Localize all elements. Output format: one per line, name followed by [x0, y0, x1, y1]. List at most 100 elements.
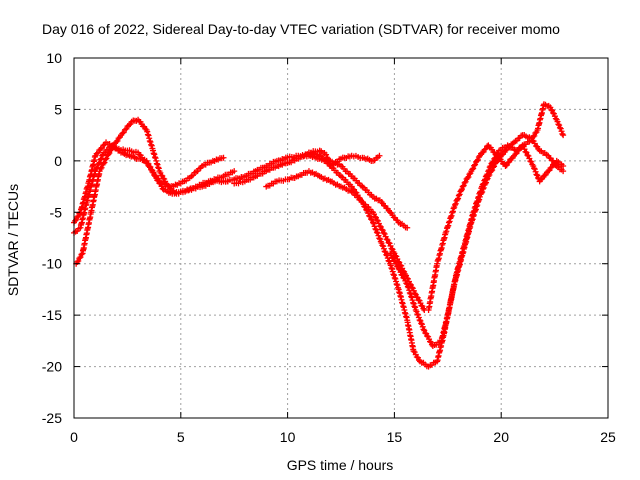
- data-point: [404, 283, 411, 290]
- data-point: [391, 272, 398, 279]
- data-point: [455, 195, 462, 202]
- data-point: [529, 137, 536, 144]
- data-point: [389, 254, 396, 261]
- data-point: [560, 132, 567, 139]
- data-point: [409, 297, 416, 304]
- data-point: [121, 126, 128, 133]
- data-point: [479, 186, 486, 193]
- chart-title: Day 016 of 2022, Sidereal Day-to-day VTE…: [42, 21, 560, 37]
- data-point: [560, 168, 567, 175]
- data-point: [385, 257, 392, 264]
- data-point: [390, 257, 397, 264]
- data-point: [72, 217, 79, 224]
- data-point: [443, 228, 450, 235]
- data-point: [394, 282, 401, 289]
- data-point: [424, 333, 431, 340]
- data-point: [393, 278, 400, 285]
- data-point: [427, 338, 433, 345]
- data-point: [363, 206, 370, 213]
- data-point: [450, 205, 457, 212]
- data-point: [464, 175, 471, 181]
- data-point: [483, 176, 490, 183]
- data-point: [373, 229, 380, 236]
- data-point: [414, 311, 421, 318]
- data-point: [486, 171, 493, 178]
- data-point: [455, 192, 462, 199]
- data-point: [550, 110, 557, 117]
- data-point: [114, 137, 121, 144]
- data-point: [120, 129, 127, 136]
- x-tick-label: 20: [493, 429, 509, 445]
- data-point: [547, 164, 554, 171]
- data-point: [476, 196, 483, 203]
- data-point: [380, 229, 387, 236]
- data-point: [469, 216, 476, 223]
- data-point: [376, 152, 383, 159]
- data-point: [456, 191, 463, 198]
- data-point: [475, 197, 482, 204]
- y-tick-label: 5: [54, 101, 62, 117]
- data-point: [519, 142, 526, 149]
- data-point: [451, 201, 458, 208]
- data-point: [349, 185, 356, 192]
- data-point: [479, 149, 486, 156]
- data-point: [159, 185, 166, 192]
- data-point: [323, 154, 330, 161]
- data-point: [389, 268, 396, 275]
- data-point: [78, 251, 85, 258]
- data-point: [449, 209, 456, 216]
- data-point: [410, 348, 417, 355]
- data-point: [151, 172, 158, 179]
- data-point: [395, 265, 402, 272]
- data-point: [474, 156, 481, 163]
- data-point: [93, 150, 100, 157]
- data-point: [393, 281, 400, 288]
- data-point: [102, 156, 109, 163]
- data-point: [556, 124, 563, 131]
- data-point: [498, 151, 505, 158]
- data-point: [470, 213, 477, 220]
- y-tick-label: -15: [42, 307, 62, 323]
- data-point: [490, 164, 497, 171]
- data-point: [412, 304, 419, 311]
- x-tick-label: 5: [177, 429, 185, 445]
- data-point: [444, 223, 451, 230]
- data-point: [366, 212, 373, 219]
- data-point: [454, 196, 461, 203]
- data-point: [473, 157, 480, 164]
- data-point: [471, 162, 478, 169]
- data-point: [468, 217, 475, 224]
- data-point: [481, 146, 488, 153]
- data-point: [97, 165, 104, 172]
- data-point: [418, 302, 425, 309]
- data-point: [76, 255, 83, 262]
- data-point: [406, 289, 413, 296]
- y-tick-label: -5: [50, 204, 63, 220]
- data-point: [411, 303, 418, 310]
- data-point: [381, 248, 388, 255]
- data-point: [231, 168, 238, 175]
- y-axis-label: SDTVAR / TECUs: [5, 184, 21, 296]
- data-point: [514, 147, 521, 154]
- data-point: [533, 171, 540, 178]
- data-point: [370, 219, 377, 226]
- data-point: [493, 152, 500, 159]
- data-point: [489, 167, 496, 174]
- data-point: [390, 271, 397, 278]
- grid-lines: [74, 58, 608, 418]
- data-point: [408, 293, 415, 300]
- data-point: [522, 148, 529, 155]
- data-point: [420, 326, 427, 333]
- data-point: [531, 165, 538, 172]
- data-point: [98, 155, 105, 162]
- data-point: [446, 218, 453, 225]
- y-tick-label: -25: [42, 410, 62, 426]
- axes: [73, 57, 609, 419]
- data-point: [107, 147, 114, 154]
- data-point: [404, 224, 411, 231]
- data-point: [113, 139, 120, 145]
- data-point: [445, 219, 452, 226]
- data-point: [392, 275, 399, 282]
- data-point: [105, 151, 112, 158]
